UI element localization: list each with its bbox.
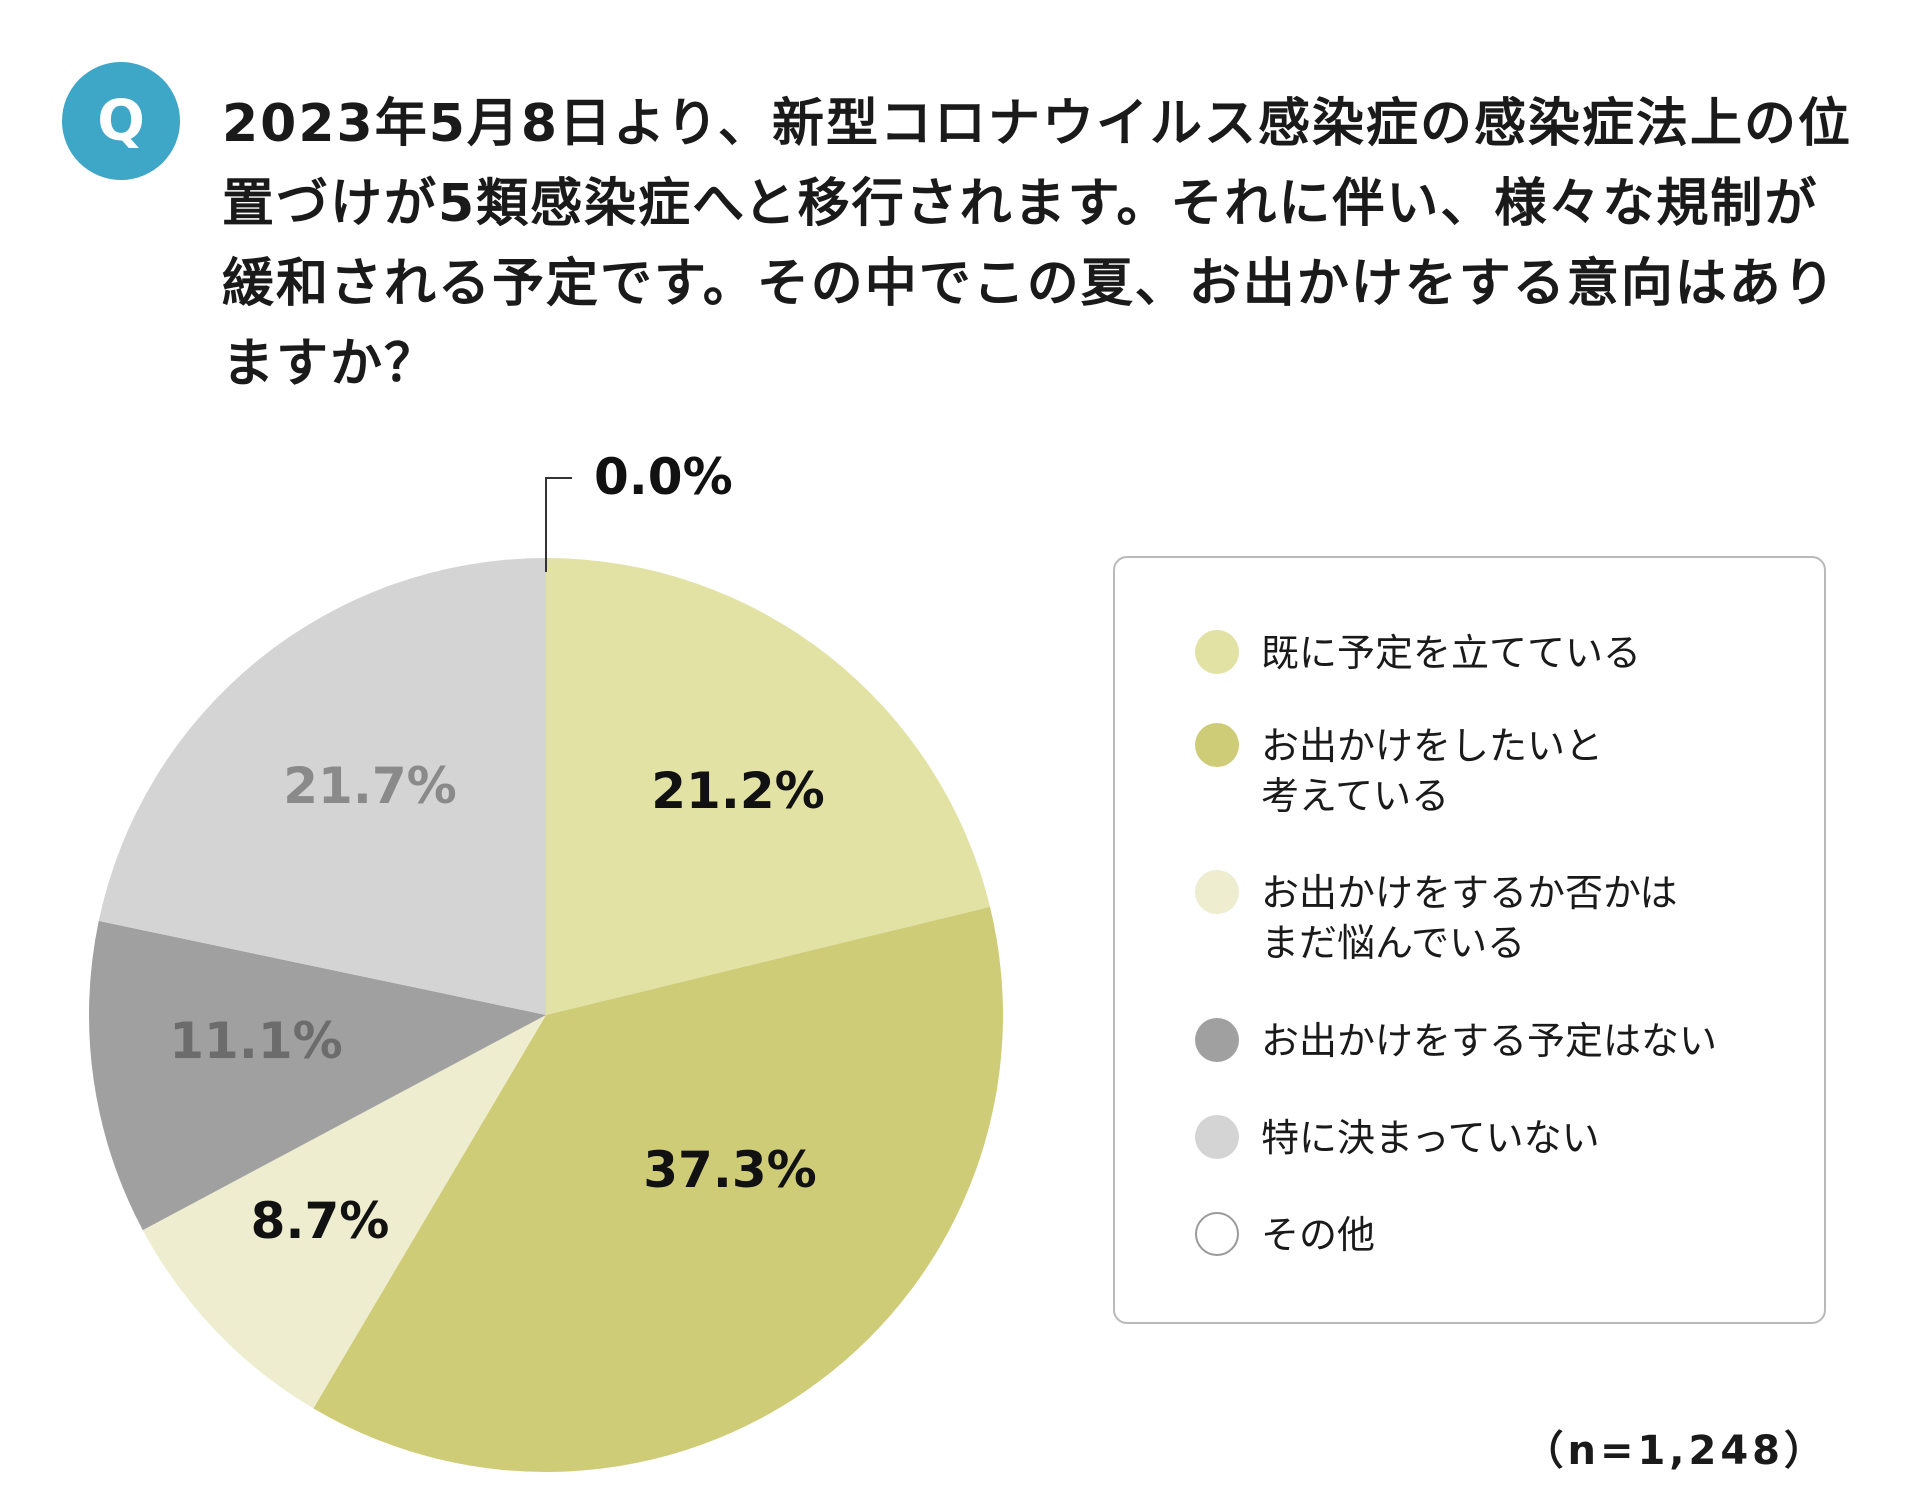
legend-item: 既に予定を立てている (1195, 628, 1641, 678)
pie-slice-4 (98, 558, 547, 1015)
legend-swatch (1195, 870, 1239, 914)
legend-swatch (1195, 723, 1239, 767)
question-badge: Q (62, 62, 180, 180)
pie-chart: 21.2% 37.3% 8.7% 11.1% 21.7% 0.0% (88, 448, 1004, 1473)
slice-value-label-0: 21.2% (651, 762, 824, 820)
pie-slice-1 (313, 906, 1004, 1473)
legend-swatch (1195, 1212, 1239, 1256)
legend-label: その他 (1261, 1213, 1376, 1257)
legend-label: 既に予定を立てている (1261, 631, 1642, 675)
legend-swatch (1195, 1018, 1239, 1062)
legend-swatch (1195, 630, 1239, 674)
slice-value-label-1: 37.3% (643, 1141, 816, 1199)
legend-label: お出かけをするか否かは まだ悩んでいる (1261, 871, 1678, 965)
legend-item: その他 (1195, 1210, 1375, 1260)
question-text: 2023年5月8日より、新型コロナウイルス感染症の感染症法上の位置づけが5類感染… (222, 94, 1852, 394)
pie-slice-2 (142, 1015, 546, 1409)
sample-size: （n=1,248） (1523, 1428, 1828, 1474)
legend: 既に予定を立てているお出かけをしたいと 考えている お出かけをするか否かは まだ悩… (1113, 556, 1826, 1324)
legend-swatch (1195, 1115, 1239, 1159)
legend-item: 特に決まっていない (1195, 1113, 1600, 1163)
legend-label: お出かけをする予定はない (1261, 1019, 1718, 1063)
legend-label: 特に決まっていない (1261, 1116, 1600, 1160)
legend-item: お出かけをしたいと 考えている (1195, 721, 1603, 821)
legend-item: お出かけをする予定はない (1195, 1016, 1717, 1066)
zero-slice-leader-line (545, 477, 572, 572)
slice-value-label-2: 8.7% (251, 1192, 390, 1250)
slice-value-label-4: 21.7% (283, 757, 456, 815)
legend-label: お出かけをしたいと 考えている (1261, 724, 1604, 818)
pie-slice-0 (546, 558, 991, 1015)
legend-item: お出かけをするか否かは まだ悩んでいる (1195, 868, 1677, 968)
slice-value-label-5: 0.0% (594, 448, 733, 506)
pie-slice-3 (88, 920, 546, 1231)
slice-value-label-3: 11.1% (169, 1012, 342, 1070)
